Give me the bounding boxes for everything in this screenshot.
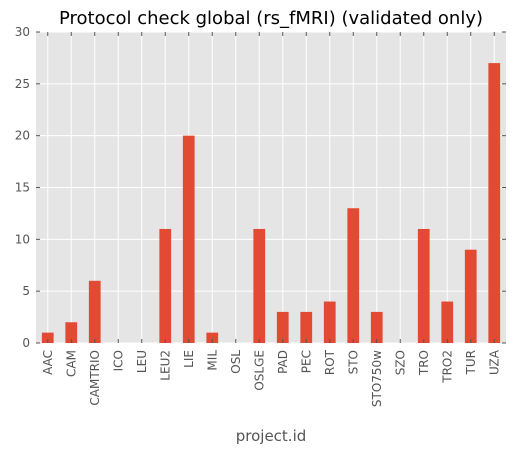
bar-tro2 (441, 301, 454, 343)
bar-aac (41, 332, 54, 343)
x-tick-label: OSL (229, 350, 243, 374)
bar-sto (347, 208, 360, 343)
y-tick-label: 20 (15, 129, 30, 143)
x-tick-label: TUR (464, 350, 478, 375)
x-tick-label: CAM (64, 350, 78, 377)
x-tick-label: OSLGE (252, 350, 266, 391)
bar-tur (464, 249, 477, 343)
bars (41, 63, 501, 343)
x-tick-label: MIL (205, 350, 219, 371)
bar-mil (206, 332, 219, 343)
bar-pad (276, 311, 289, 343)
chart-title: Protocol check global (rs_fMRI) (validat… (59, 8, 483, 29)
y-tick-label: 25 (15, 77, 30, 91)
bar-cam (65, 322, 78, 343)
x-tick-label: ICO (111, 350, 125, 371)
y-tick-label: 15 (15, 181, 30, 195)
x-tick-label: STO (346, 350, 360, 374)
x-tick-label: UZA (487, 349, 501, 375)
bar-oslge (253, 228, 266, 343)
x-tick-label: LEU (135, 350, 149, 373)
x-tick-label: TRO (417, 350, 431, 376)
x-tick-label: PAD (276, 350, 290, 374)
bar-sto750w (370, 311, 383, 343)
y-tick-label: 10 (15, 232, 30, 246)
bar-leu2 (159, 228, 172, 343)
bar-uza (488, 63, 501, 343)
bar-camtrio (88, 280, 101, 343)
bar-rot (323, 301, 336, 343)
bar-pec (300, 311, 313, 343)
x-tick-label: LIE (182, 350, 196, 368)
x-axis: AAC CAM CAMTRIO ICO LEU LEU2 LIE MIL OSL OSLGE PAD… (41, 32, 501, 407)
y-axis: 0 5 10 15 20 25 30 (15, 25, 506, 350)
y-tick-label: 30 (15, 25, 30, 39)
x-tick-label: ROT (323, 349, 337, 375)
y-tick-label: 0 (22, 336, 30, 350)
x-tick-label: CAMTRIO (88, 350, 102, 406)
y-tick-label: 5 (22, 284, 30, 298)
x-tick-label: AAC (41, 350, 55, 375)
bar-tro (417, 228, 430, 343)
bar-lie (182, 135, 195, 343)
x-tick-label: LEU2 (158, 350, 172, 381)
x-axis-label: project.id (236, 427, 307, 445)
x-tick-label: SZO (393, 350, 407, 375)
x-tick-label: PEC (299, 350, 313, 373)
x-tick-label: STO750w (370, 350, 384, 407)
x-tick-label: TRO2 (440, 350, 454, 384)
